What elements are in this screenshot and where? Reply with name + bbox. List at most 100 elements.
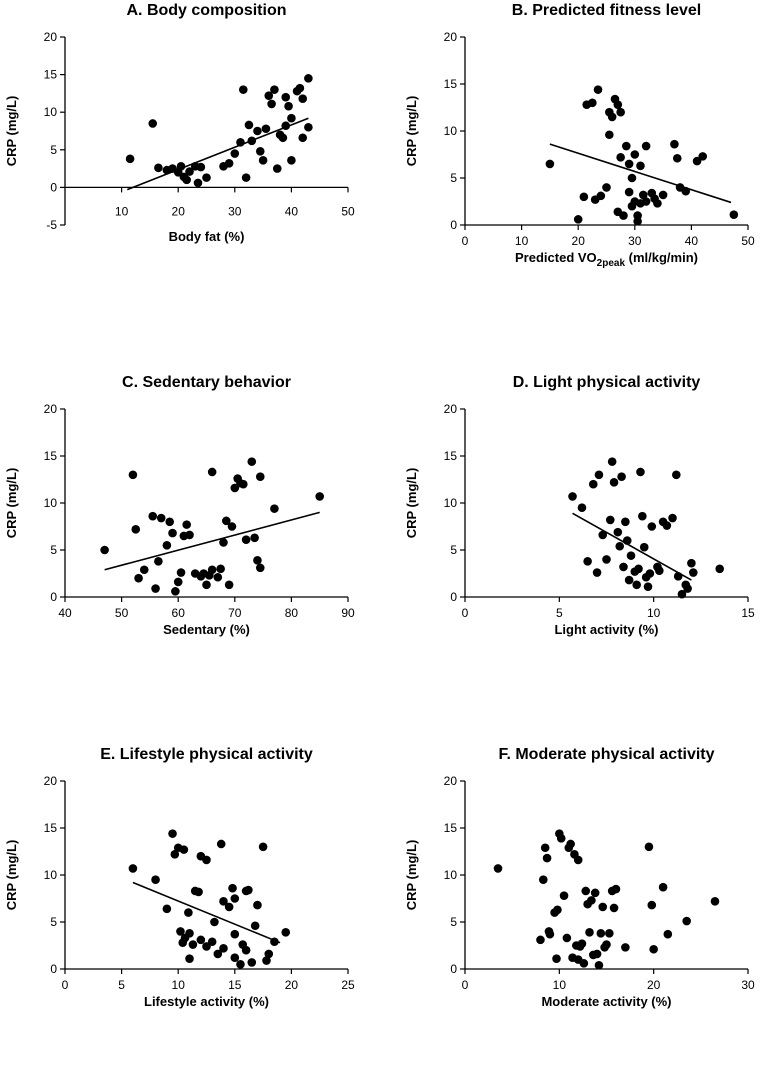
data-point <box>202 580 211 590</box>
data-point <box>672 470 681 480</box>
data-point <box>602 555 611 564</box>
y-tick-label: 5 <box>450 543 457 557</box>
data-point <box>193 178 203 188</box>
x-tick-label: 10 <box>647 606 661 620</box>
x-axis-label: Predicted VO2peak (ml/kg/min) <box>515 250 698 269</box>
data-point <box>222 516 231 526</box>
data-point <box>202 173 211 182</box>
data-point <box>658 190 668 200</box>
data-point <box>588 98 597 108</box>
y-tick-label: 10 <box>44 105 58 119</box>
data-point <box>677 589 687 599</box>
data-point <box>493 864 503 873</box>
data-point <box>616 107 625 117</box>
data-point <box>633 216 642 226</box>
data-point <box>267 99 276 109</box>
y-tick-label: 0 <box>450 218 457 232</box>
y-tick-label: 10 <box>444 868 458 882</box>
chart-title: A. Body composition <box>127 2 287 19</box>
chart-title: C. Sedentary behavior <box>122 374 291 391</box>
data-point <box>592 568 602 577</box>
data-point <box>194 887 203 897</box>
data-point <box>227 522 237 531</box>
y-axis-label: CRP (mg/L) <box>4 840 19 911</box>
y-tick-label: 0 <box>450 590 457 604</box>
chart-predicted-fitness: B. Predicted fitness level 0 5 10 15 20 0 10 20 3… <box>404 2 755 269</box>
data-point <box>134 573 143 583</box>
regression-line <box>126 117 309 191</box>
data-point <box>593 85 603 94</box>
data-point <box>270 504 279 513</box>
y-tick-label: 20 <box>444 402 458 416</box>
data-point <box>573 855 583 865</box>
chart-lifestyle-activity: E. Lifestyle physical activity 0 5 10 15 20 0 5… <box>4 746 355 1009</box>
chart-title: D. Light physical activity <box>513 374 701 391</box>
y-tick-label: 15 <box>44 821 58 835</box>
data-point <box>236 137 245 147</box>
data-point <box>304 122 313 132</box>
data-point <box>213 949 223 959</box>
data-point <box>577 939 587 948</box>
y-axis-label: CRP (mg/L) <box>404 96 419 167</box>
x-tick-label: 50 <box>741 234 755 248</box>
y-tick-label: 15 <box>444 77 458 91</box>
data-point <box>585 928 594 937</box>
regression-line <box>572 512 692 581</box>
data-point <box>658 882 668 892</box>
data-point <box>579 192 589 202</box>
data-point <box>644 842 654 852</box>
x-tick-label: 10 <box>172 978 186 992</box>
data-point <box>196 162 206 172</box>
x-tick-label: 15 <box>741 606 755 620</box>
data-point <box>244 120 254 130</box>
chart-light-activity: D. Light physical activity 0 5 10 15 20 0 5 10 15… <box>404 374 755 637</box>
y-tick-label: 10 <box>44 496 58 510</box>
y-tick-label: 20 <box>44 30 58 44</box>
data-point <box>645 569 655 578</box>
data-point <box>270 85 279 94</box>
data-point <box>196 935 206 945</box>
y-tick-label: 20 <box>444 30 458 44</box>
data-point <box>241 173 251 182</box>
data-point <box>154 556 163 566</box>
data-point <box>210 917 219 927</box>
y-tick-label: 10 <box>444 124 458 138</box>
regression-line <box>132 881 281 944</box>
data-point <box>683 584 692 593</box>
data-point <box>605 515 615 525</box>
chart-body-composition: A. Body composition -5 0 5 10 15 20 10 20 30 40 50 C… <box>4 2 355 244</box>
data-point <box>609 478 619 487</box>
data-point <box>577 503 587 512</box>
x-axis-label: Sedentary (%) <box>163 622 250 637</box>
x-tick-label: 15 <box>228 978 242 992</box>
data-point <box>613 100 623 109</box>
data-point <box>184 908 193 917</box>
data-point <box>224 580 234 590</box>
data-point <box>247 457 257 466</box>
data-point <box>258 842 268 852</box>
data-point <box>241 945 251 955</box>
data-point <box>559 891 569 900</box>
data-point <box>154 163 163 173</box>
data-point <box>622 141 631 151</box>
x-axis-label-subscript: 2peak <box>597 258 626 269</box>
data-point <box>673 572 683 581</box>
data-point <box>224 159 234 168</box>
data-point <box>583 556 592 566</box>
data-point <box>228 883 237 893</box>
data-point <box>638 190 648 200</box>
x-tick-label: 90 <box>341 606 355 620</box>
data-point <box>636 467 645 477</box>
data-point <box>605 928 614 938</box>
data-point <box>151 875 160 884</box>
x-tick-label: 30 <box>741 978 755 992</box>
data-point <box>634 564 643 574</box>
data-point <box>536 935 545 945</box>
data-point <box>162 541 172 550</box>
data-point <box>626 551 636 560</box>
x-tick-label: 0 <box>462 606 469 620</box>
data-point <box>315 492 325 501</box>
y-tick-label: 20 <box>444 774 458 788</box>
data-point <box>281 928 291 937</box>
data-point <box>619 211 628 220</box>
